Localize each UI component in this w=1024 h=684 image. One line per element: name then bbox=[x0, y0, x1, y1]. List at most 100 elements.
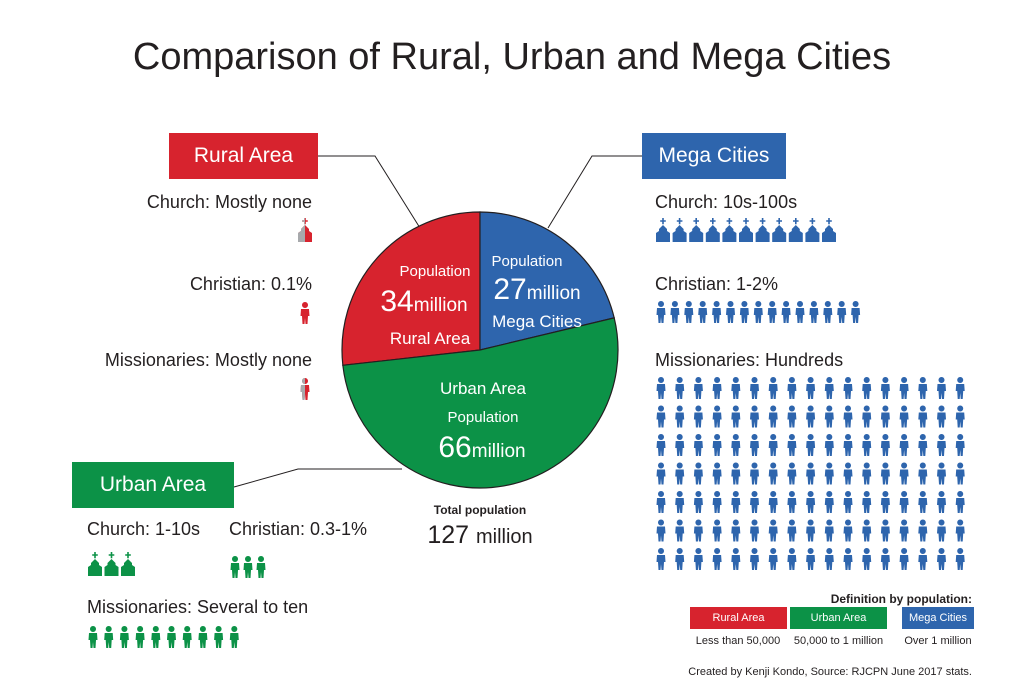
mega-missionaries-text: Missionaries: Hundreds bbox=[655, 350, 844, 370]
missionary-person-icon bbox=[88, 626, 98, 648]
urban-church-icons bbox=[88, 552, 138, 578]
church-icon bbox=[121, 552, 135, 576]
missionary-person-icon bbox=[768, 462, 778, 485]
missionary-person-icon bbox=[937, 548, 946, 570]
missionary-person-icon bbox=[806, 548, 816, 570]
mega-slice-label: Population bbox=[492, 253, 563, 270]
church-icon bbox=[298, 218, 312, 242]
total-population-unit: million bbox=[475, 526, 533, 548]
missionary-person-icon bbox=[862, 519, 872, 542]
legend-urban-box: Urban Area bbox=[790, 607, 887, 629]
missionary-person-icon bbox=[675, 548, 685, 570]
missionary-person-icon bbox=[712, 491, 722, 513]
missionary-person-icon bbox=[955, 377, 965, 399]
missionary-person-icon bbox=[656, 491, 666, 513]
legend-rural-label: Rural Area bbox=[712, 612, 765, 624]
christian-person-icon bbox=[726, 301, 735, 323]
missionary-person-icon bbox=[880, 405, 890, 428]
missionary-person-icon bbox=[824, 491, 834, 513]
church-icon bbox=[755, 218, 770, 242]
missionary-person-icon bbox=[731, 377, 741, 399]
church-icon-set bbox=[656, 218, 836, 242]
missionary-person-icon bbox=[918, 434, 928, 456]
mega-christian-icons bbox=[656, 301, 865, 327]
missionary-person-icon bbox=[693, 434, 703, 456]
rural-church-text: Church: Mostly none bbox=[146, 192, 312, 212]
legend-urban-label: Urban Area bbox=[810, 612, 867, 624]
missionary-person-icon bbox=[899, 548, 909, 570]
church-icon bbox=[822, 218, 836, 242]
mega-header: Mega Cities bbox=[642, 133, 786, 179]
missionary-person-icon bbox=[955, 491, 965, 513]
church-icon bbox=[772, 218, 787, 242]
christian-person-icon bbox=[837, 301, 847, 323]
urban-header-label: Urban Area bbox=[99, 473, 207, 496]
missionary-person-icon bbox=[656, 434, 666, 456]
missionary-person-icon bbox=[899, 405, 909, 428]
urban-connector bbox=[233, 468, 402, 488]
missionary-person-icon bbox=[937, 405, 946, 428]
missionary-person-icon bbox=[880, 434, 890, 456]
total-population-label: Total population bbox=[433, 503, 527, 517]
missionary-person-icon bbox=[693, 491, 703, 513]
missionary-person-icon bbox=[731, 434, 741, 456]
missionary-person-icon bbox=[806, 377, 816, 399]
church-icon bbox=[656, 218, 670, 242]
christian-person-icon bbox=[670, 301, 680, 323]
missionary-person-icon bbox=[675, 462, 685, 485]
missionary-person-icon bbox=[787, 462, 797, 485]
missionary-person-icon bbox=[768, 434, 778, 456]
missionary-person-icon bbox=[918, 519, 928, 542]
missionary-person-icon bbox=[955, 462, 965, 485]
christian-person-icon bbox=[256, 556, 266, 578]
missionary-person-icon bbox=[712, 434, 722, 456]
missionary-person-icon bbox=[955, 434, 965, 456]
missionary-person-icon bbox=[862, 405, 872, 428]
missionary-person-icon bbox=[768, 405, 778, 428]
missionary-person-icon bbox=[198, 626, 208, 648]
urban-christian-icons bbox=[230, 556, 269, 582]
missionary-person-icon bbox=[750, 462, 759, 485]
credit-text: Created by Kenji Kondo, Source: RJCPN Ju… bbox=[688, 666, 972, 678]
missionary-person-icon bbox=[768, 548, 778, 570]
missionary-person-icon bbox=[806, 519, 816, 542]
missionary-person-icon bbox=[937, 491, 946, 513]
missionary-person-icon bbox=[843, 462, 853, 485]
missionary-person-icon bbox=[731, 491, 741, 513]
missionary-person-icon bbox=[731, 548, 741, 570]
legend-urban-desc: 50,000 to 1 million bbox=[793, 635, 884, 647]
missionary-person-icon bbox=[843, 519, 853, 542]
urban-header: Urban Area bbox=[72, 462, 234, 508]
rural-slice-label: Population bbox=[400, 263, 471, 280]
missionary-person-icon bbox=[750, 519, 759, 542]
missionary-person-icon bbox=[937, 434, 946, 456]
mega-connector bbox=[547, 155, 642, 229]
missionary-person-icon bbox=[693, 377, 703, 399]
missionary-person-icon bbox=[843, 548, 853, 570]
missionary-person-icon bbox=[656, 377, 666, 399]
rural-header-label: Rural Area bbox=[193, 144, 294, 167]
urban-slice-value: 66million bbox=[438, 431, 525, 464]
missionary-person-icon bbox=[712, 377, 722, 399]
missionary-person-icon bbox=[787, 519, 797, 542]
christian-person-icon bbox=[823, 301, 833, 323]
missionary-person-icon bbox=[768, 491, 778, 513]
population-pie-chart: Population 34million Rural Area Population 2… bbox=[341, 211, 619, 489]
rural-slice-value: 34million bbox=[380, 285, 467, 318]
urban-missionary-icons bbox=[88, 626, 245, 652]
christian-person-icon bbox=[809, 301, 819, 323]
church-icon bbox=[689, 218, 704, 242]
rural-connector bbox=[318, 155, 421, 229]
christian-person-icon-set bbox=[300, 302, 310, 324]
missionary-person-icon bbox=[787, 405, 797, 428]
mega-missionary-icons bbox=[656, 377, 974, 577]
missionary-person-icon bbox=[899, 434, 909, 456]
missionary-person-icon bbox=[899, 377, 909, 399]
church-icon bbox=[672, 218, 687, 242]
missionary-person-icon bbox=[918, 462, 928, 485]
missionary-person-icon bbox=[880, 491, 890, 513]
church-icon bbox=[788, 218, 803, 242]
urban-church-text: Church: 1-10s bbox=[87, 519, 201, 539]
missionary-person-icon bbox=[750, 434, 759, 456]
